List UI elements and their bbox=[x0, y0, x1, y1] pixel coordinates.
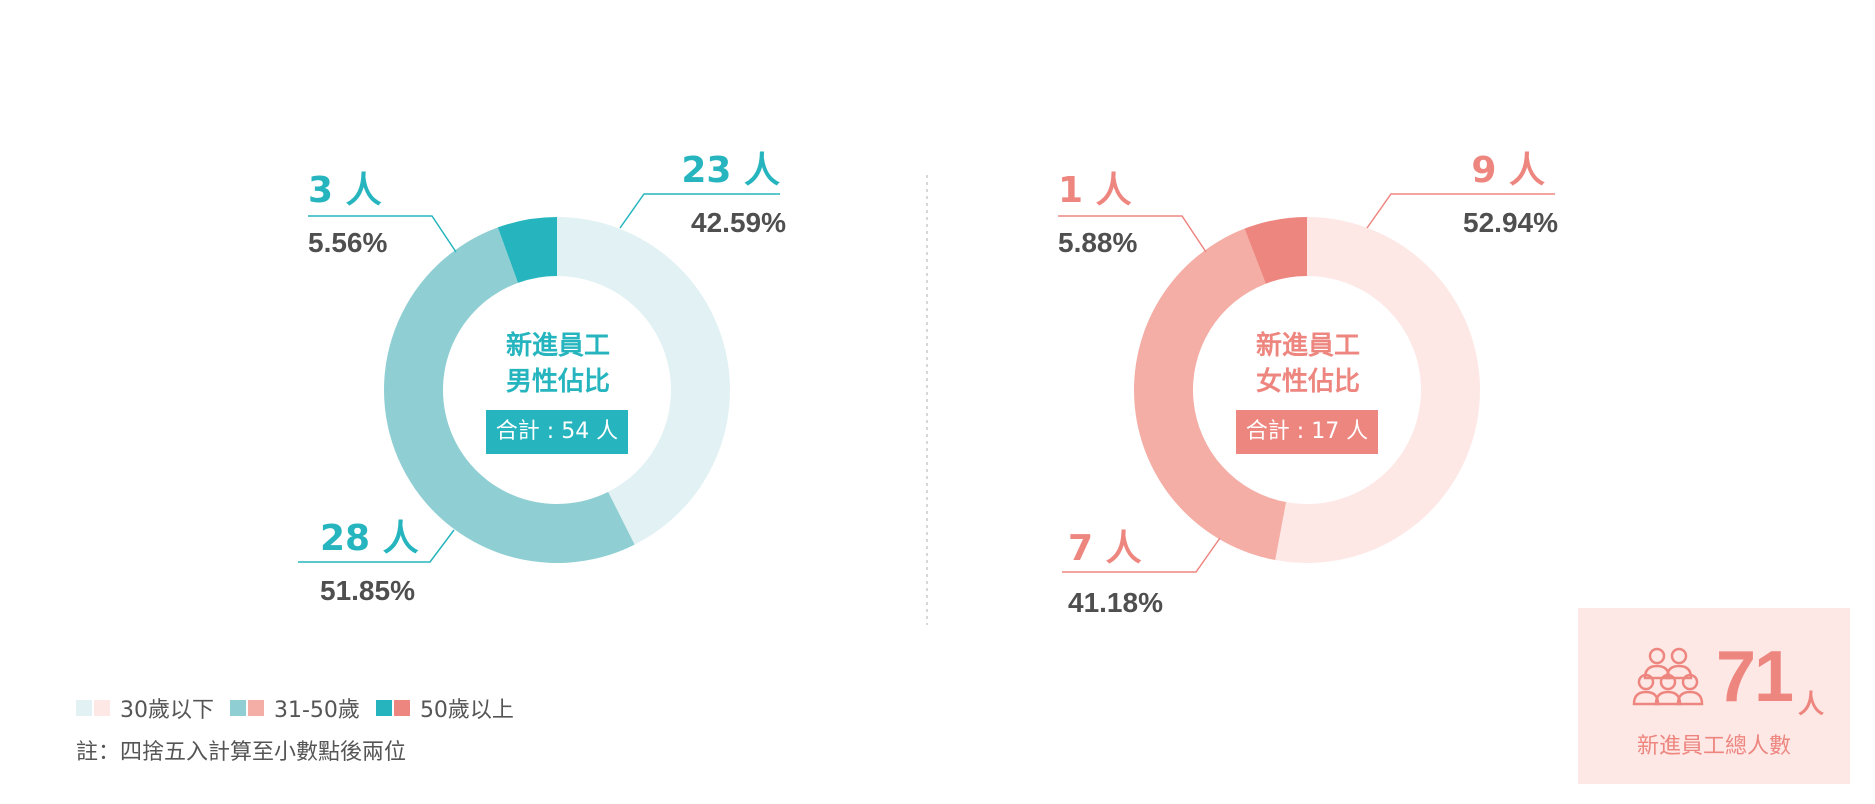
donut-slice-2 bbox=[1244, 217, 1307, 284]
count-label-0: 23 人 bbox=[681, 150, 780, 191]
male-center-title: 新進員工 男性佔比 bbox=[458, 328, 658, 400]
count-label-2: 3 人 bbox=[308, 170, 382, 211]
female-donut-chart: 9 人 52.94% 7 人 41.18% 1 人 5.88% bbox=[1058, 150, 1558, 618]
legend-swatch-female-over-50 bbox=[393, 700, 410, 716]
legend-label-over-50: 50歲以上 bbox=[419, 698, 514, 723]
donut-slice-0 bbox=[557, 217, 730, 545]
percent-label-2: 5.88% bbox=[1058, 227, 1137, 258]
legend-label-under-30: 30歲以下 bbox=[120, 698, 214, 723]
legend-swatch-female-31-50 bbox=[248, 700, 264, 716]
percent-label-0: 42.59% bbox=[691, 207, 786, 238]
legend-item-31-50: 31-50歲 bbox=[230, 692, 360, 724]
legend: 30歲以下 31-50歲 50歲以上 bbox=[76, 692, 530, 724]
leader-line-2 bbox=[308, 215, 457, 253]
leader-line-1 bbox=[1062, 537, 1221, 573]
count-label-0: 9 人 bbox=[1471, 150, 1545, 191]
count-label-1: 7 人 bbox=[1068, 528, 1142, 569]
percent-label-2: 5.56% bbox=[308, 227, 387, 258]
male-center-title-line2: 男性佔比 bbox=[505, 367, 610, 397]
donut-slice-0 bbox=[1275, 217, 1481, 564]
legend-item-over-50: 50歲以上 bbox=[375, 692, 514, 724]
total-caption: 新進員工總人數 bbox=[1636, 734, 1791, 759]
female-center-title-line1: 新進員工 bbox=[1255, 331, 1360, 361]
legend-swatch-male-31-50 bbox=[230, 700, 246, 716]
total-new-employees-card: 71 人 新進員工總人數 bbox=[1578, 608, 1850, 784]
total-value: 71 bbox=[1716, 637, 1794, 717]
rounding-note: 註：四捨五入計算至小數點後兩位 bbox=[76, 740, 407, 765]
total-unit: 人 bbox=[1798, 690, 1825, 720]
donut-slice-1 bbox=[383, 227, 635, 564]
count-label-1: 28 人 bbox=[320, 518, 419, 559]
people-group-icon bbox=[1632, 647, 1704, 706]
legend-swatch-male-under-30 bbox=[76, 700, 92, 716]
leader-line-0 bbox=[1366, 193, 1555, 229]
legend-label-31-50: 31-50歲 bbox=[274, 698, 360, 723]
donut-slice-2 bbox=[497, 217, 557, 283]
leader-line-1 bbox=[298, 529, 455, 563]
leader-line-0 bbox=[619, 193, 780, 229]
percent-label-0: 52.94% bbox=[1463, 207, 1558, 238]
female-center-title-line2: 女性佔比 bbox=[1255, 367, 1360, 397]
male-donut-chart: 23 人 42.59% 28 人 51.85% 3 人 5.56% bbox=[298, 150, 786, 606]
percent-label-1: 41.18% bbox=[1068, 587, 1163, 618]
percent-label-1: 51.85% bbox=[320, 575, 415, 606]
male-total-badge: 合計 : 54 人 bbox=[486, 410, 628, 454]
leader-line-2 bbox=[1058, 215, 1207, 253]
male-center-title-line1: 新進員工 bbox=[505, 331, 610, 361]
legend-swatch-female-under-30 bbox=[94, 700, 110, 716]
donut-slice-1 bbox=[1134, 228, 1287, 561]
female-center-title: 新進員工 女性佔比 bbox=[1208, 328, 1408, 400]
count-label-2: 1 人 bbox=[1058, 170, 1132, 211]
female-total-badge: 合計 : 17 人 bbox=[1236, 410, 1378, 454]
legend-swatch-male-over-50 bbox=[375, 700, 392, 716]
legend-item-under-30: 30歲以下 bbox=[76, 692, 214, 724]
